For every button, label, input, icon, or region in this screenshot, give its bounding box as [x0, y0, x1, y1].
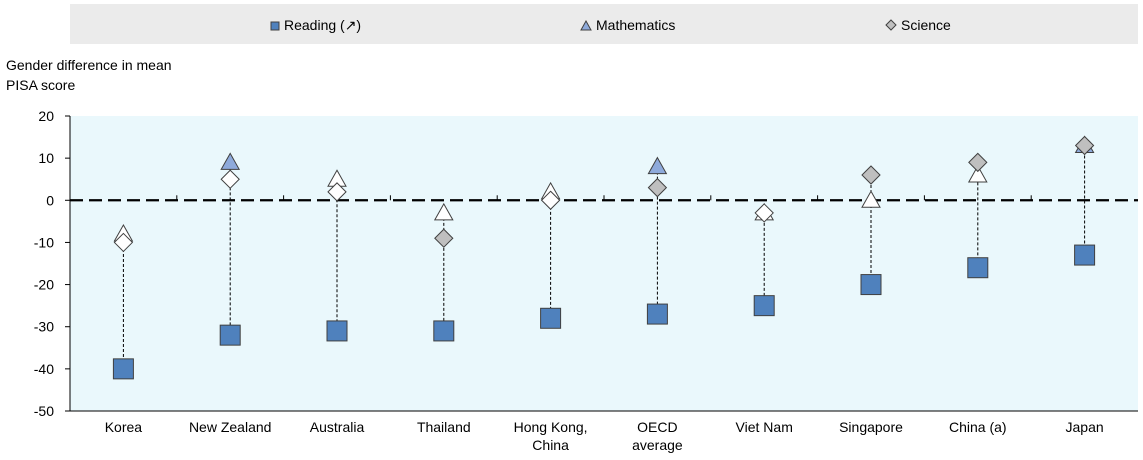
reading-marker — [1074, 244, 1096, 266]
y-tick-label: -10 — [34, 234, 54, 250]
reading-marker — [753, 295, 775, 317]
reading-marker — [219, 324, 241, 346]
reading-marker — [433, 320, 455, 342]
reading-marker — [112, 358, 134, 380]
y-tick-label: -50 — [34, 403, 54, 419]
y-axis-title-line-2: PISA score — [6, 77, 76, 93]
x-tick-label: China (a) — [949, 419, 1007, 435]
y-tick-label: -30 — [34, 319, 54, 335]
y-axis-title-line-1: Gender difference in mean — [6, 57, 172, 73]
plot-area — [70, 116, 1138, 411]
mathematics-marker — [861, 190, 881, 208]
mathematics-marker — [967, 164, 988, 183]
legend-label-mathematics: Mathematics — [596, 17, 676, 33]
x-tick-label: China — [532, 437, 569, 453]
triangle-icon — [580, 19, 592, 30]
y-tick-label: 10 — [38, 150, 54, 166]
reading-marker — [860, 274, 882, 296]
x-tick-label: average — [632, 437, 683, 453]
reading-marker — [646, 303, 668, 325]
legend: Reading (↗) Mathematics Science — [70, 4, 1138, 44]
science-marker — [754, 203, 774, 223]
legend-item-science: Science — [885, 17, 951, 33]
x-tick-label: Singapore — [839, 419, 903, 435]
science-marker — [647, 177, 668, 198]
x-tick-label: Korea — [105, 419, 143, 435]
x-tick-label: Thailand — [417, 419, 471, 435]
x-tick-label: Viet Nam — [736, 419, 793, 435]
y-tick-label: 20 — [38, 108, 54, 124]
y-axis-title: Gender difference in mean PISA score — [6, 55, 172, 95]
reading-marker — [326, 320, 348, 342]
science-marker — [113, 232, 134, 253]
science-marker — [220, 169, 240, 189]
mathematics-marker — [220, 152, 241, 170]
reading-marker — [540, 307, 562, 329]
mathematics-marker — [433, 202, 454, 221]
x-tick-label: Hong Kong, — [514, 419, 588, 435]
science-marker — [327, 182, 347, 202]
legend-item-mathematics: Mathematics — [580, 17, 675, 33]
mathematics-marker — [647, 156, 668, 175]
reading-marker — [967, 257, 989, 279]
y-tick-label: 0 — [46, 192, 54, 208]
legend-item-reading: Reading (↗) — [270, 17, 361, 34]
x-tick-label: New Zealand — [189, 419, 272, 435]
science-marker — [861, 165, 881, 185]
y-tick-label: -20 — [34, 277, 54, 293]
y-tick-label: -40 — [34, 361, 54, 377]
science-marker — [1074, 135, 1095, 156]
legend-label-science: Science — [901, 17, 951, 33]
science-marker — [968, 152, 988, 173]
x-tick-label: Japan — [1066, 419, 1104, 435]
square-icon — [270, 21, 280, 30]
science-marker — [434, 228, 454, 248]
x-tick-label: Australia — [310, 419, 365, 435]
science-marker — [540, 190, 561, 210]
diamond-icon — [885, 19, 897, 31]
legend-label-reading: Reading (↗) — [284, 17, 362, 33]
x-tick-label: OECD — [637, 419, 677, 435]
